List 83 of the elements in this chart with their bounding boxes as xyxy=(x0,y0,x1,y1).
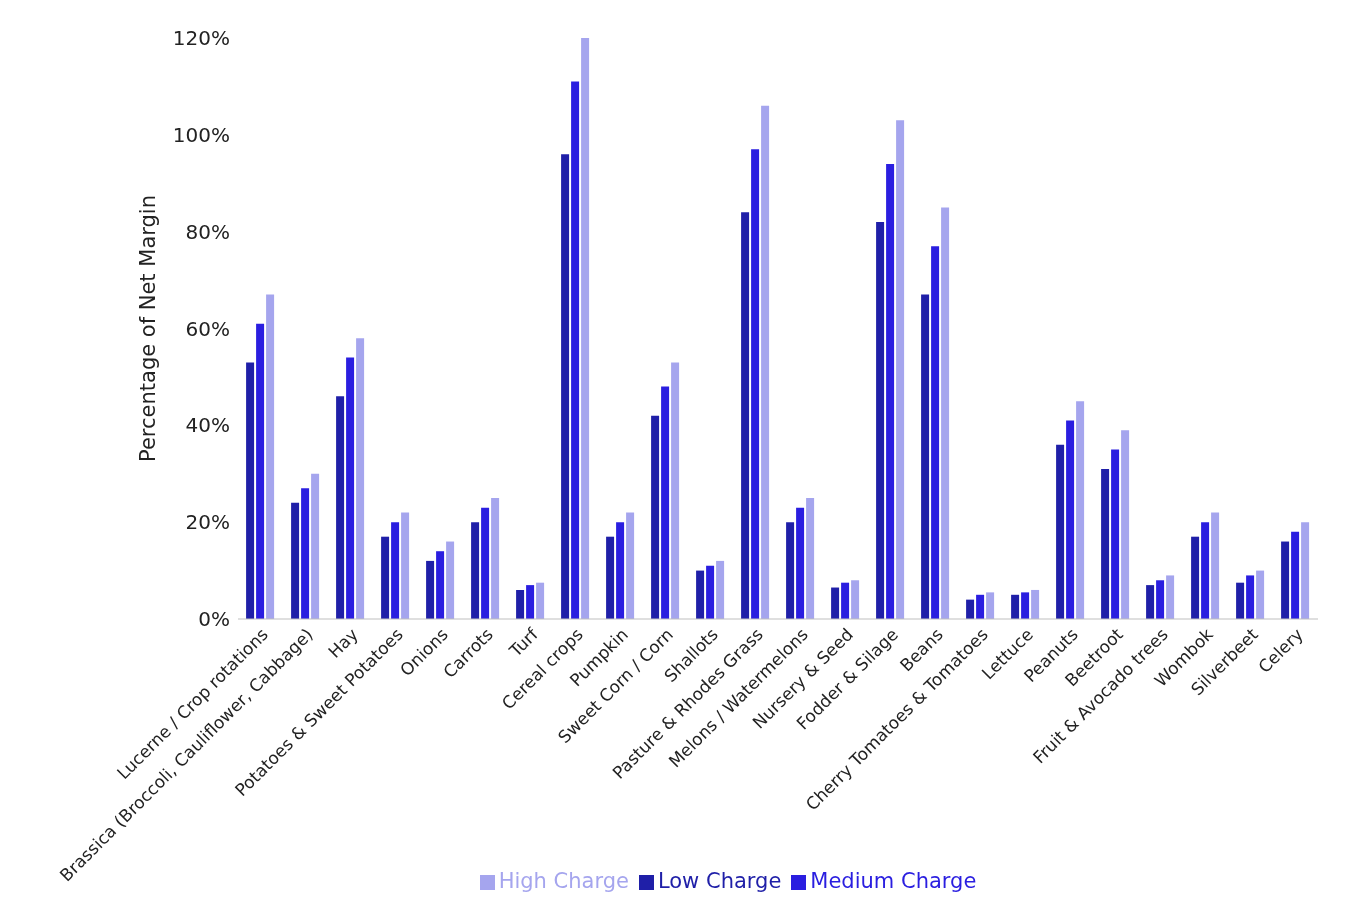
bar xyxy=(1291,531,1300,619)
bar xyxy=(651,415,660,619)
y-tick-label: 80% xyxy=(185,219,230,244)
bar xyxy=(1301,522,1310,619)
bar xyxy=(491,497,500,619)
bar xyxy=(446,541,455,619)
y-tick-label: 60% xyxy=(185,316,230,341)
bar xyxy=(966,599,975,619)
bar xyxy=(301,488,310,619)
y-axis-title: Percentage of Net Margin xyxy=(136,195,161,462)
bar xyxy=(806,497,815,619)
bar xyxy=(291,502,300,619)
bar xyxy=(986,592,995,619)
y-tick-label: 100% xyxy=(172,122,230,147)
bar xyxy=(896,120,905,619)
bar xyxy=(1021,592,1030,619)
bar xyxy=(436,551,445,619)
bar xyxy=(1166,575,1175,619)
bar xyxy=(426,560,435,619)
legend-label: Medium Charge xyxy=(810,869,977,893)
bar xyxy=(796,507,805,619)
y-tick-label: 40% xyxy=(185,413,230,438)
bar xyxy=(941,207,950,619)
bar xyxy=(716,560,725,619)
y-tick-label: 120% xyxy=(172,26,230,51)
bar xyxy=(346,357,355,619)
bar xyxy=(1056,444,1065,619)
bar xyxy=(1211,512,1220,619)
bar xyxy=(246,362,255,619)
bar xyxy=(831,587,840,619)
bar xyxy=(481,507,490,619)
bar xyxy=(606,536,615,619)
bar xyxy=(1111,449,1120,619)
bar xyxy=(1146,585,1155,619)
bar xyxy=(921,294,930,619)
bar xyxy=(266,294,275,619)
y-tick-label: 20% xyxy=(185,510,230,535)
bar xyxy=(841,582,850,619)
bar xyxy=(661,386,670,619)
bar xyxy=(336,396,345,619)
bar xyxy=(741,212,750,619)
bar xyxy=(706,565,715,619)
bar xyxy=(1121,430,1130,619)
bar xyxy=(536,582,545,619)
bar xyxy=(626,512,635,619)
bar xyxy=(886,163,895,619)
bar xyxy=(1201,522,1210,619)
bar xyxy=(1236,582,1245,619)
bar xyxy=(616,522,625,619)
bar xyxy=(1156,580,1165,619)
y-tick-label: 0% xyxy=(198,607,230,632)
bar xyxy=(876,221,885,619)
legend-label: High Charge xyxy=(498,869,629,893)
bar xyxy=(976,594,985,619)
bar xyxy=(931,246,940,619)
bar xyxy=(1031,589,1040,619)
bar xyxy=(401,512,410,619)
bar xyxy=(1011,594,1020,619)
bar xyxy=(851,580,860,619)
bar xyxy=(1066,420,1075,619)
bar xyxy=(1281,541,1290,619)
bar xyxy=(571,81,580,619)
bar xyxy=(1076,401,1085,619)
bar xyxy=(786,522,795,619)
legend-label: Low Charge xyxy=(657,869,782,893)
bar xyxy=(1191,536,1200,619)
bar xyxy=(561,154,570,619)
bar xyxy=(1101,468,1110,619)
bar xyxy=(471,522,480,619)
bar xyxy=(356,338,365,619)
bar xyxy=(751,149,760,619)
bar xyxy=(581,38,590,619)
bar xyxy=(1246,575,1255,619)
bar xyxy=(256,323,265,619)
bar xyxy=(526,585,535,619)
bar xyxy=(311,473,320,619)
bar xyxy=(671,362,680,619)
bar xyxy=(516,589,525,619)
bar xyxy=(391,522,400,619)
bar xyxy=(1256,570,1265,619)
bar xyxy=(761,105,770,619)
bar xyxy=(381,536,390,619)
bar xyxy=(696,570,705,619)
